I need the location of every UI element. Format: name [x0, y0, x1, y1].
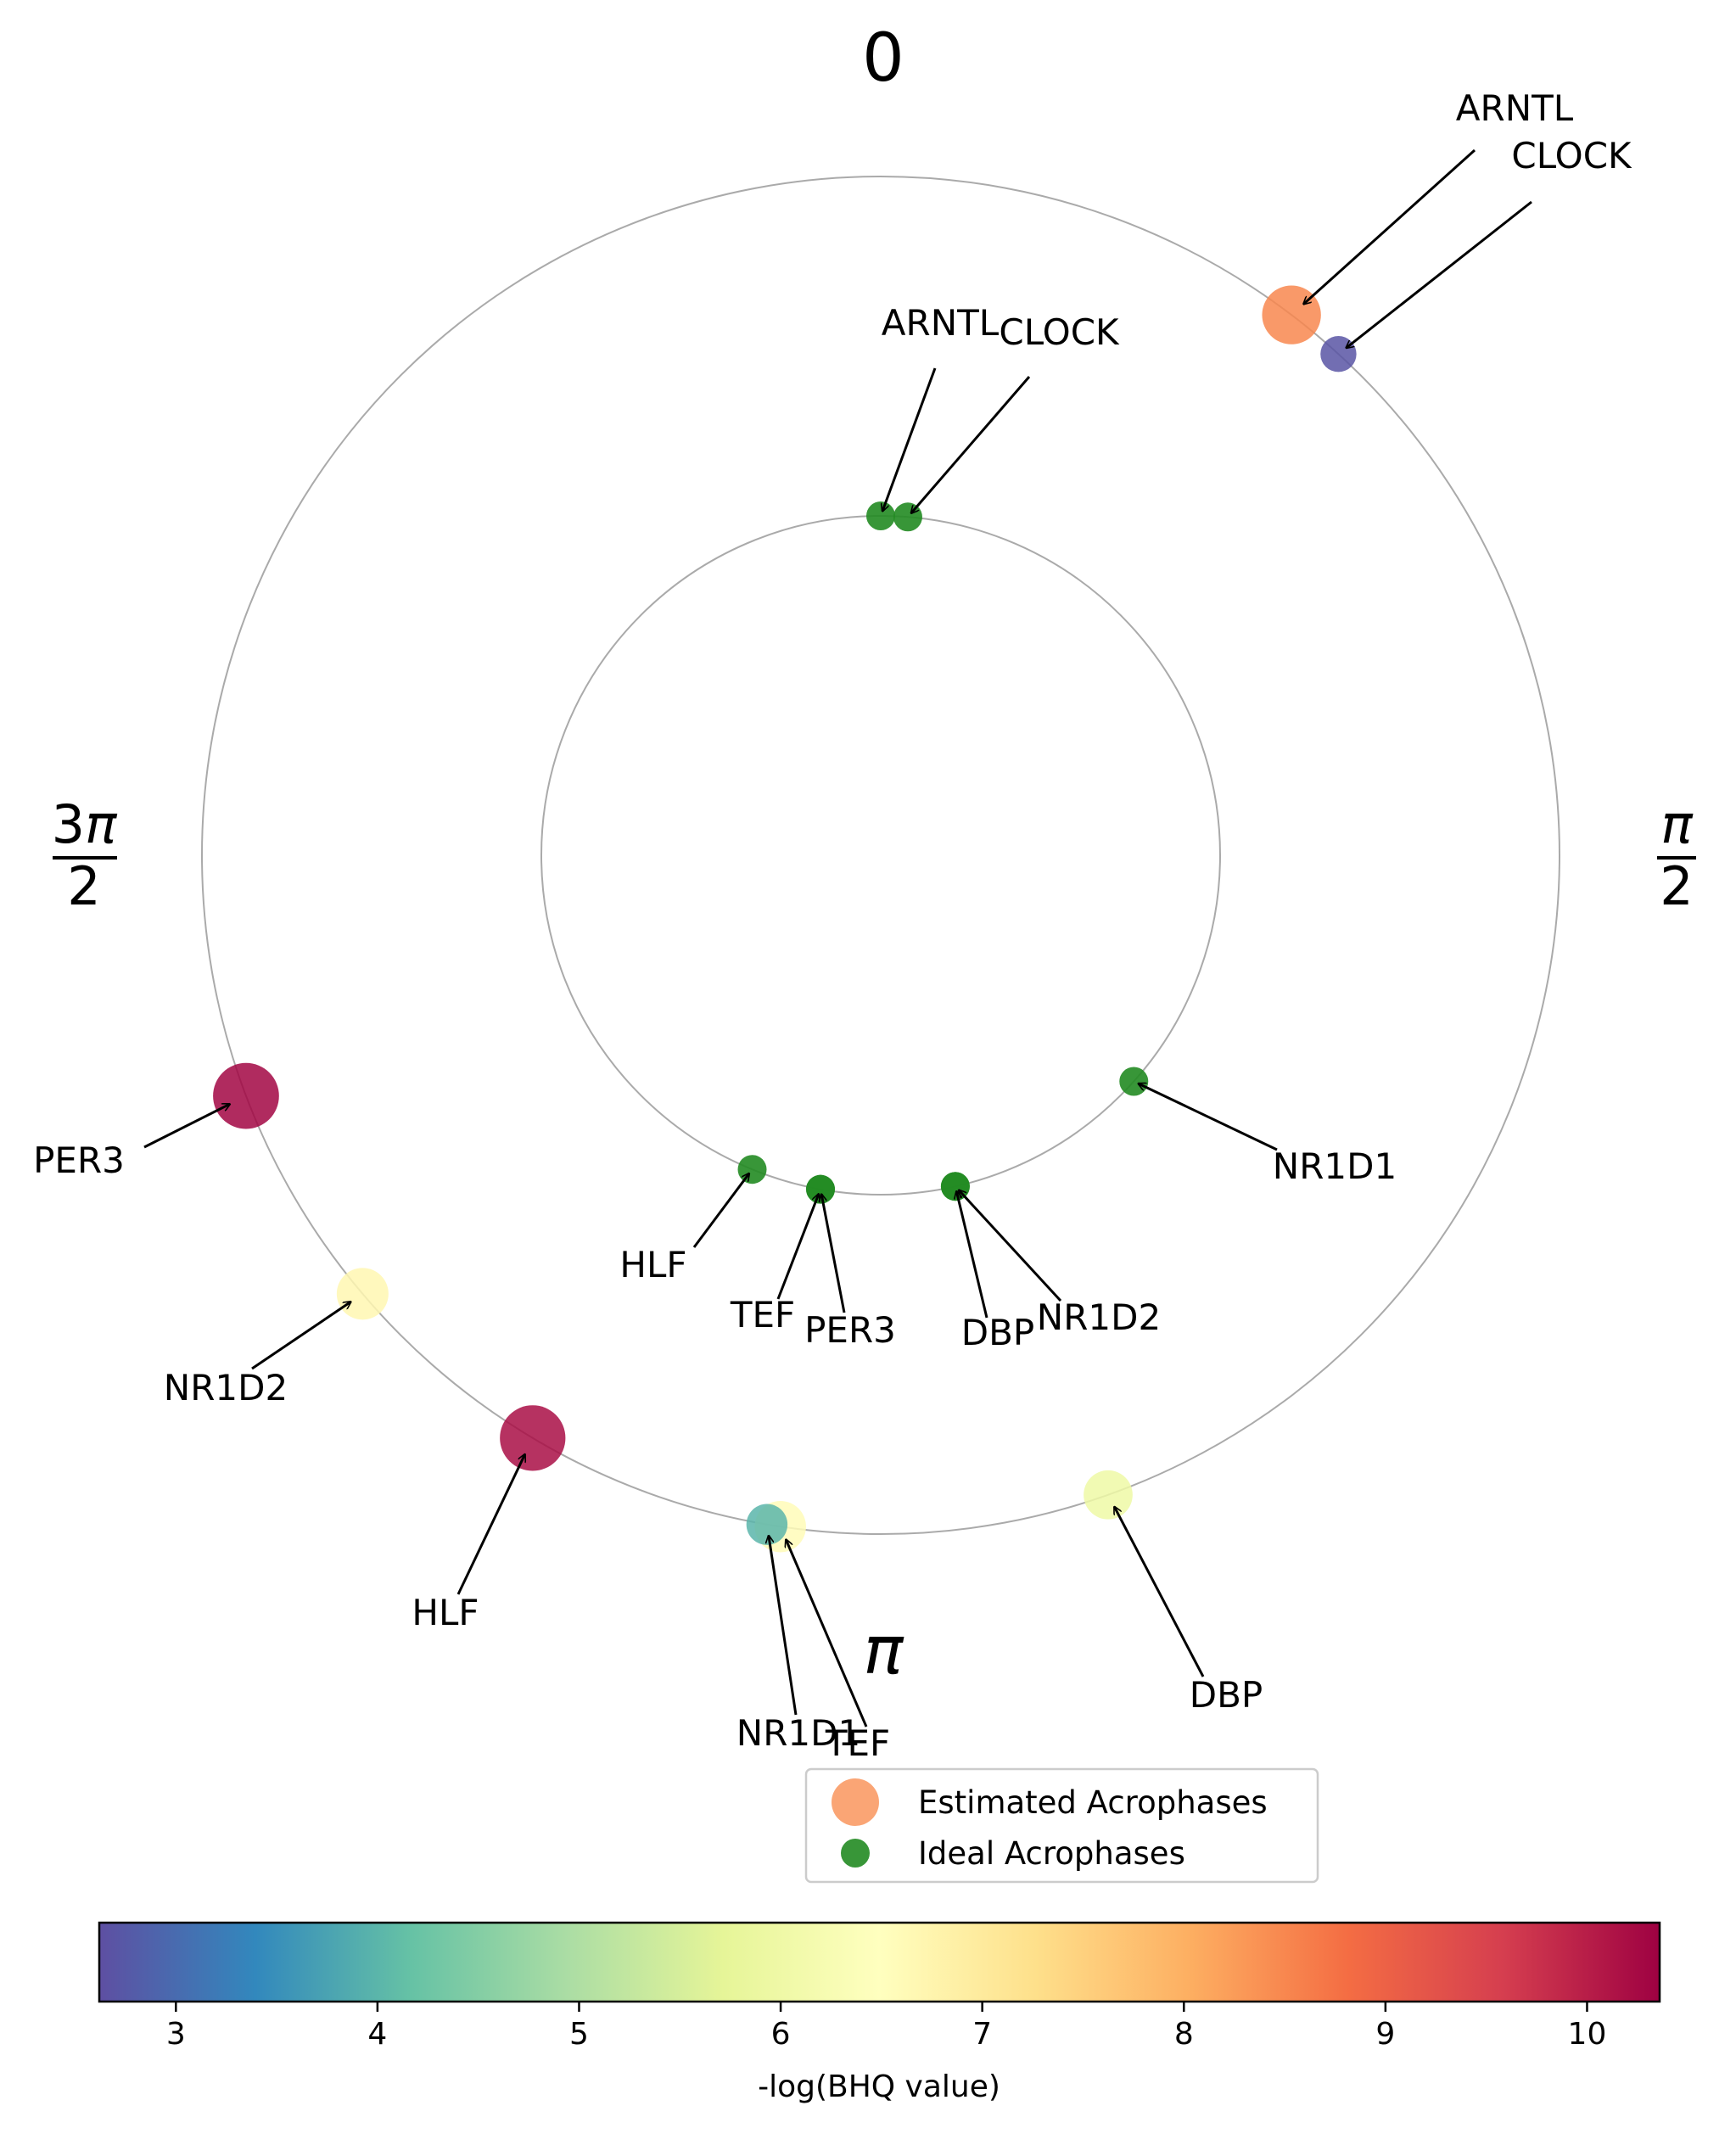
ideal-arrow-per3	[821, 1195, 846, 1313]
colorbar-tick-label: 6	[771, 2017, 791, 2052]
theta-label-pi: π	[864, 1613, 904, 1689]
estimated-arrow-arntl	[1303, 148, 1476, 304]
colorbar-ticks: 3 4 5 6 7 8 9 10	[166, 2002, 1607, 2052]
estimated-point-nr1d1	[746, 1504, 788, 1545]
ideal-label-nr1d2: NR1D2	[1037, 1296, 1161, 1338]
ideal-label-arntl: ARNTL	[882, 302, 1000, 344]
ideal-point-hlf	[737, 1155, 767, 1184]
ideal-arrow-clock	[911, 376, 1031, 513]
ideal-arrow-tef	[776, 1194, 819, 1300]
ideal-label-clock: CLOCK	[999, 311, 1120, 353]
estimated-arrow-clock	[1347, 200, 1532, 348]
estimated-label-arntl: ARNTL	[1456, 87, 1574, 129]
colorbar-tick-label: 8	[1174, 2017, 1194, 2052]
estimated-label-hlf: HLF	[412, 1592, 479, 1633]
estimated-arrow-tef	[786, 1539, 868, 1728]
colorbar: 3 4 5 6 7 8 9 10 -log(BHQ value)	[98, 1921, 1661, 2104]
ideal-label-tef: TEF	[730, 1294, 795, 1336]
colorbar-tick-label: 10	[1568, 2017, 1607, 2052]
colorbar-tick-label: 4	[367, 2017, 387, 2052]
ideal-arrow-dbp	[956, 1191, 988, 1319]
grid-circle-r1	[201, 176, 1560, 1535]
grid-circle-r0-5	[540, 515, 1221, 1196]
ideal-arrow-arntl	[882, 367, 937, 511]
ideal-label-nr1d1: NR1D1	[1273, 1145, 1397, 1187]
svg-text:2: 2	[67, 855, 100, 917]
legend-label-estimated: Estimated Acrophases	[918, 1784, 1268, 1821]
estimated-point-dbp	[1084, 1470, 1133, 1520]
colorbar-tick-label: 7	[972, 2017, 992, 2052]
theta-label-pi-over-2: π 2	[1657, 793, 1696, 917]
colorbar-gradient	[98, 1921, 1661, 2003]
ideal-arrow-hlf	[692, 1173, 749, 1248]
colorbar-tick-label: 3	[166, 2017, 186, 2052]
theta-label-3pi-over-2: 3π 2	[52, 793, 118, 917]
estimated-arrow-hlf	[456, 1454, 525, 1595]
svg-text:2: 2	[1660, 855, 1693, 917]
estimated-arrow-nr1d2	[251, 1302, 350, 1370]
colorbar-tick-label: 5	[569, 2017, 589, 2052]
ideal-label-hlf: HLF	[619, 1244, 686, 1285]
legend-marker-ideal	[841, 1839, 870, 1868]
ideal-arrow-nr1d1	[1139, 1084, 1278, 1151]
estimated-label-tef: TEF	[825, 1722, 890, 1764]
ideal-point-tef	[806, 1174, 836, 1204]
legend-label-ideal: Ideal Acrophases	[918, 1835, 1185, 1872]
estimated-label-nr1d2: NR1D2	[164, 1367, 288, 1408]
estimated-label-nr1d1: NR1D1	[736, 1712, 860, 1754]
estimated-point-nr1d2	[336, 1268, 389, 1320]
ideal-label-per3: PER3	[804, 1309, 896, 1351]
svg-text:3π: 3π	[52, 793, 118, 855]
estimated-point-per3	[213, 1062, 279, 1129]
estimated-point-arntl	[1262, 285, 1321, 344]
colorbar-label: -log(BHQ value)	[758, 2069, 1000, 2104]
ideal-point-arntl	[866, 501, 895, 530]
estimated-label-dbp: DBP	[1190, 1674, 1263, 1716]
estimated-point-hlf	[500, 1405, 566, 1471]
legend-frame	[804, 1767, 1319, 1884]
ideal-label-dbp: DBP	[961, 1312, 1034, 1353]
ideal-arrow-nr1d2	[959, 1190, 1062, 1302]
theta-label-0: 0	[862, 20, 904, 97]
estimated-point-clock	[1320, 336, 1357, 372]
data-points	[213, 285, 1357, 1553]
estimated-arrow-nr1d1	[769, 1536, 798, 1716]
svg-text:π: π	[1660, 793, 1694, 855]
ideal-point-nr1d1	[1119, 1067, 1149, 1096]
estimated-arrow-dbp	[1113, 1507, 1205, 1677]
legend: Estimated Acrophases Ideal Acrophases	[804, 1767, 1319, 1884]
colorbar-tick-label: 9	[1375, 2017, 1395, 2052]
legend-marker-estimated	[832, 1778, 879, 1826]
estimated-label-per3: PER3	[33, 1140, 125, 1181]
estimated-arrow-per3	[143, 1102, 230, 1149]
estimated-label-clock: CLOCK	[1511, 135, 1632, 176]
